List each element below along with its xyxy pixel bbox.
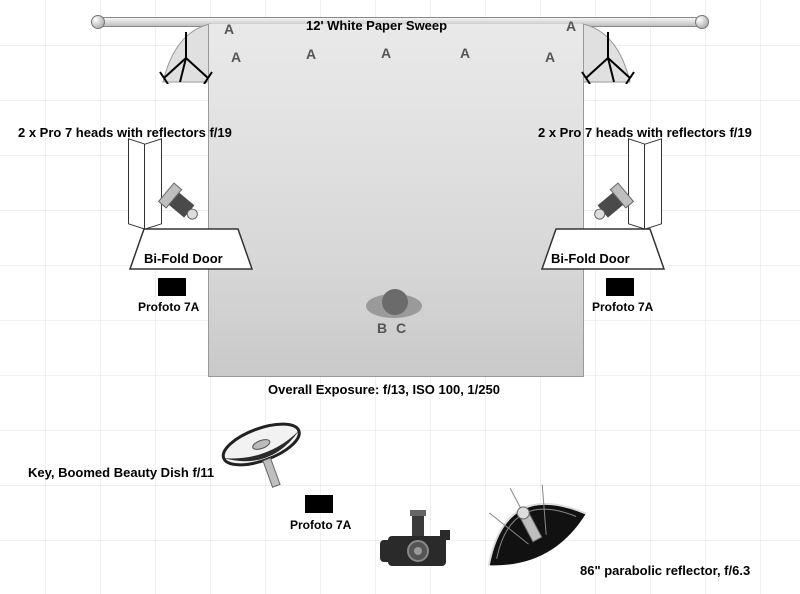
power-pack-right (606, 278, 634, 296)
pack-label-left: Profoto 7A (138, 300, 199, 314)
camera-icon (380, 510, 458, 574)
lighting-diagram: 12' White Paper Sweep A A A A A A A 2 x … (0, 0, 800, 594)
marker-b: B (377, 320, 387, 336)
heads-label-left: 2 x Pro 7 heads with reflectors f/19 (18, 125, 232, 140)
sweep-cap-right (695, 15, 709, 29)
marker-a: A (224, 21, 234, 37)
bifold-label-left: Bi-Fold Door (144, 251, 223, 266)
sweep-title: 12' White Paper Sweep (306, 18, 447, 33)
key-light-label: Key, Boomed Beauty Dish f/11 (28, 465, 214, 480)
marker-a: A (566, 18, 576, 34)
pack-label-right: Profoto 7A (592, 300, 653, 314)
marker-a: A (460, 45, 470, 61)
marker-a: A (381, 45, 391, 61)
power-pack-key (305, 495, 333, 513)
bifold-right (538, 227, 668, 273)
light-stand-right (580, 28, 636, 84)
bifold-left (126, 227, 256, 273)
exposure-label: Overall Exposure: f/13, ISO 100, 1/250 (268, 382, 500, 397)
light-stand-left (158, 28, 214, 84)
strobe-head-right (582, 178, 636, 232)
heads-label-right: 2 x Pro 7 heads with reflectors f/19 (538, 125, 752, 140)
marker-a: A (545, 49, 555, 65)
strobe-head-left (156, 178, 210, 232)
subject-head (382, 289, 408, 315)
marker-a: A (231, 49, 241, 65)
beauty-dish-icon (214, 412, 314, 504)
pack-label-key: Profoto 7A (290, 518, 351, 532)
marker-c: C (396, 320, 406, 336)
power-pack-left (158, 278, 186, 296)
fill-light-label: 86" parabolic reflector, f/6.3 (580, 563, 750, 578)
bifold-label-right: Bi-Fold Door (551, 251, 630, 266)
sweep-cap-left (91, 15, 105, 29)
marker-a: A (306, 46, 316, 62)
